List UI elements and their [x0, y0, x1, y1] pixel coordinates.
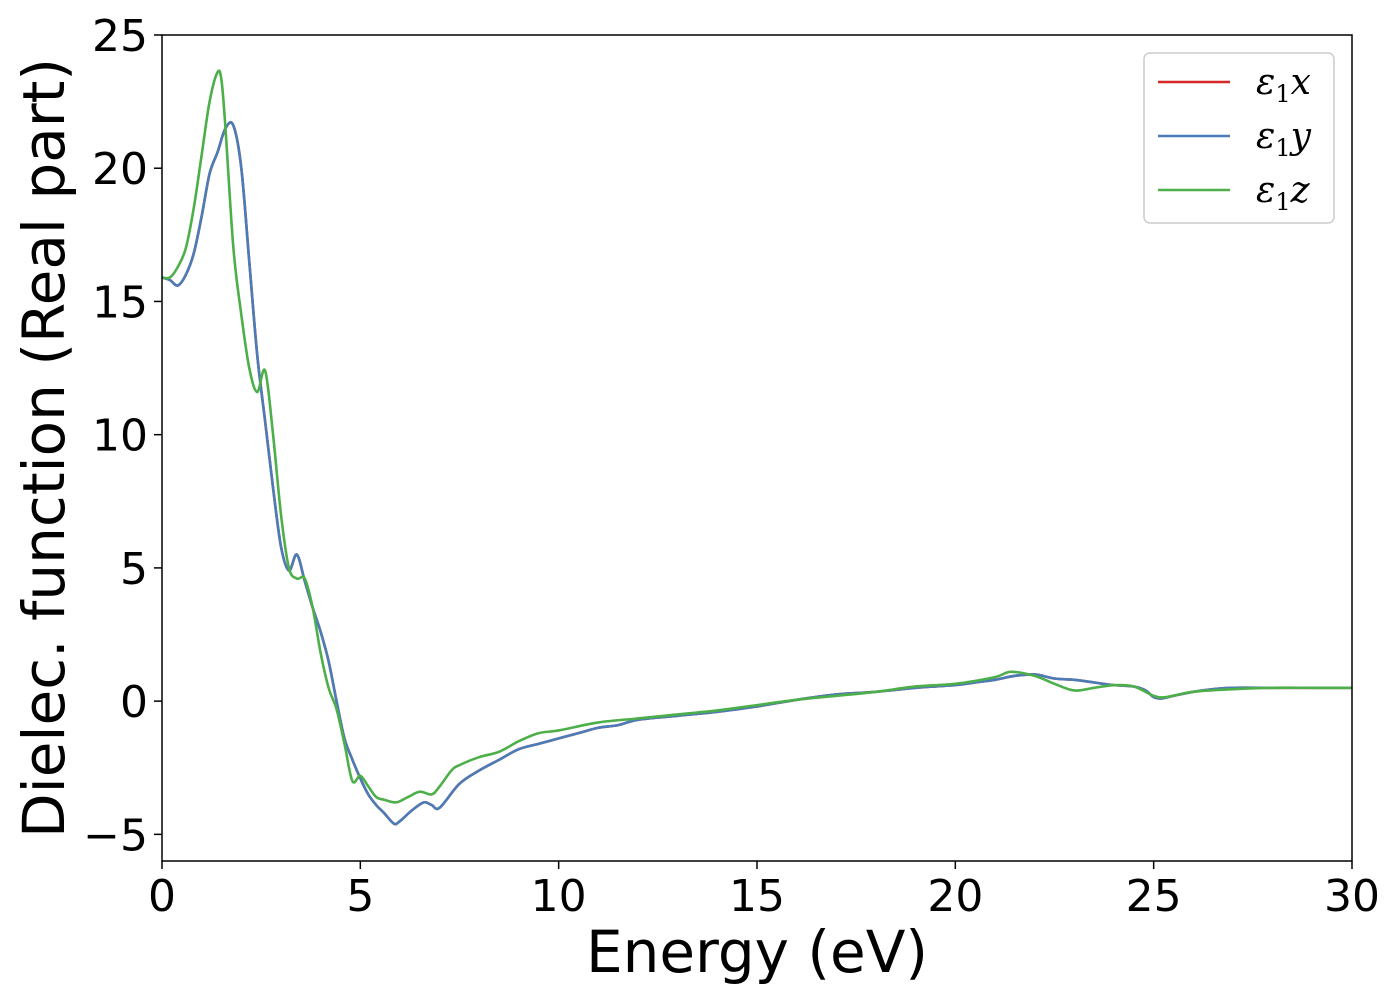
legend-label: ε1x — [1256, 62, 1311, 108]
legend-subscript: 1 — [1275, 134, 1290, 162]
y-tick-label: 20 — [92, 144, 148, 195]
y-tick-label: 5 — [120, 544, 148, 595]
legend-subscript: 1 — [1275, 188, 1290, 216]
legend-variable: z — [1290, 170, 1311, 211]
legend-label: ε1y — [1256, 116, 1312, 162]
legend-variable: x — [1291, 62, 1311, 103]
y-tick-label: 0 — [120, 677, 148, 728]
x-tick-label: 25 — [1126, 871, 1182, 922]
y-tick-label: −5 — [83, 810, 148, 861]
legend-symbol: ε — [1256, 62, 1275, 103]
x-tick-label: 10 — [531, 871, 587, 922]
series-layer — [162, 69, 1352, 826]
x-tick-label: 20 — [927, 871, 983, 922]
y-tick-label: 10 — [92, 411, 148, 462]
legend-label: ε1z — [1256, 170, 1311, 216]
y-tick-label: 15 — [92, 277, 148, 328]
y-tick-label: 25 — [92, 11, 148, 62]
legend-item-x: ε1x — [1158, 62, 1311, 108]
y-axis-label: Dielec. function (Real part) — [10, 58, 78, 838]
x-axis-label: Energy (eV) — [586, 918, 928, 986]
legend-symbol: ε — [1256, 116, 1275, 157]
legend-symbol: ε — [1256, 170, 1275, 211]
legend-item-y: ε1y — [1158, 116, 1312, 162]
x-tick-label: 5 — [346, 871, 374, 922]
x-tick-label: 30 — [1324, 871, 1380, 922]
x-tick-label: 0 — [148, 871, 176, 922]
series-line-z — [162, 69, 1352, 804]
legend-box — [1143, 52, 1335, 224]
legend-item-z: ε1z — [1158, 170, 1311, 216]
legend-subscript: 1 — [1275, 80, 1290, 108]
legend-variable: y — [1289, 116, 1312, 157]
x-tick-label: 15 — [729, 871, 785, 922]
series-line-y — [162, 121, 1352, 826]
